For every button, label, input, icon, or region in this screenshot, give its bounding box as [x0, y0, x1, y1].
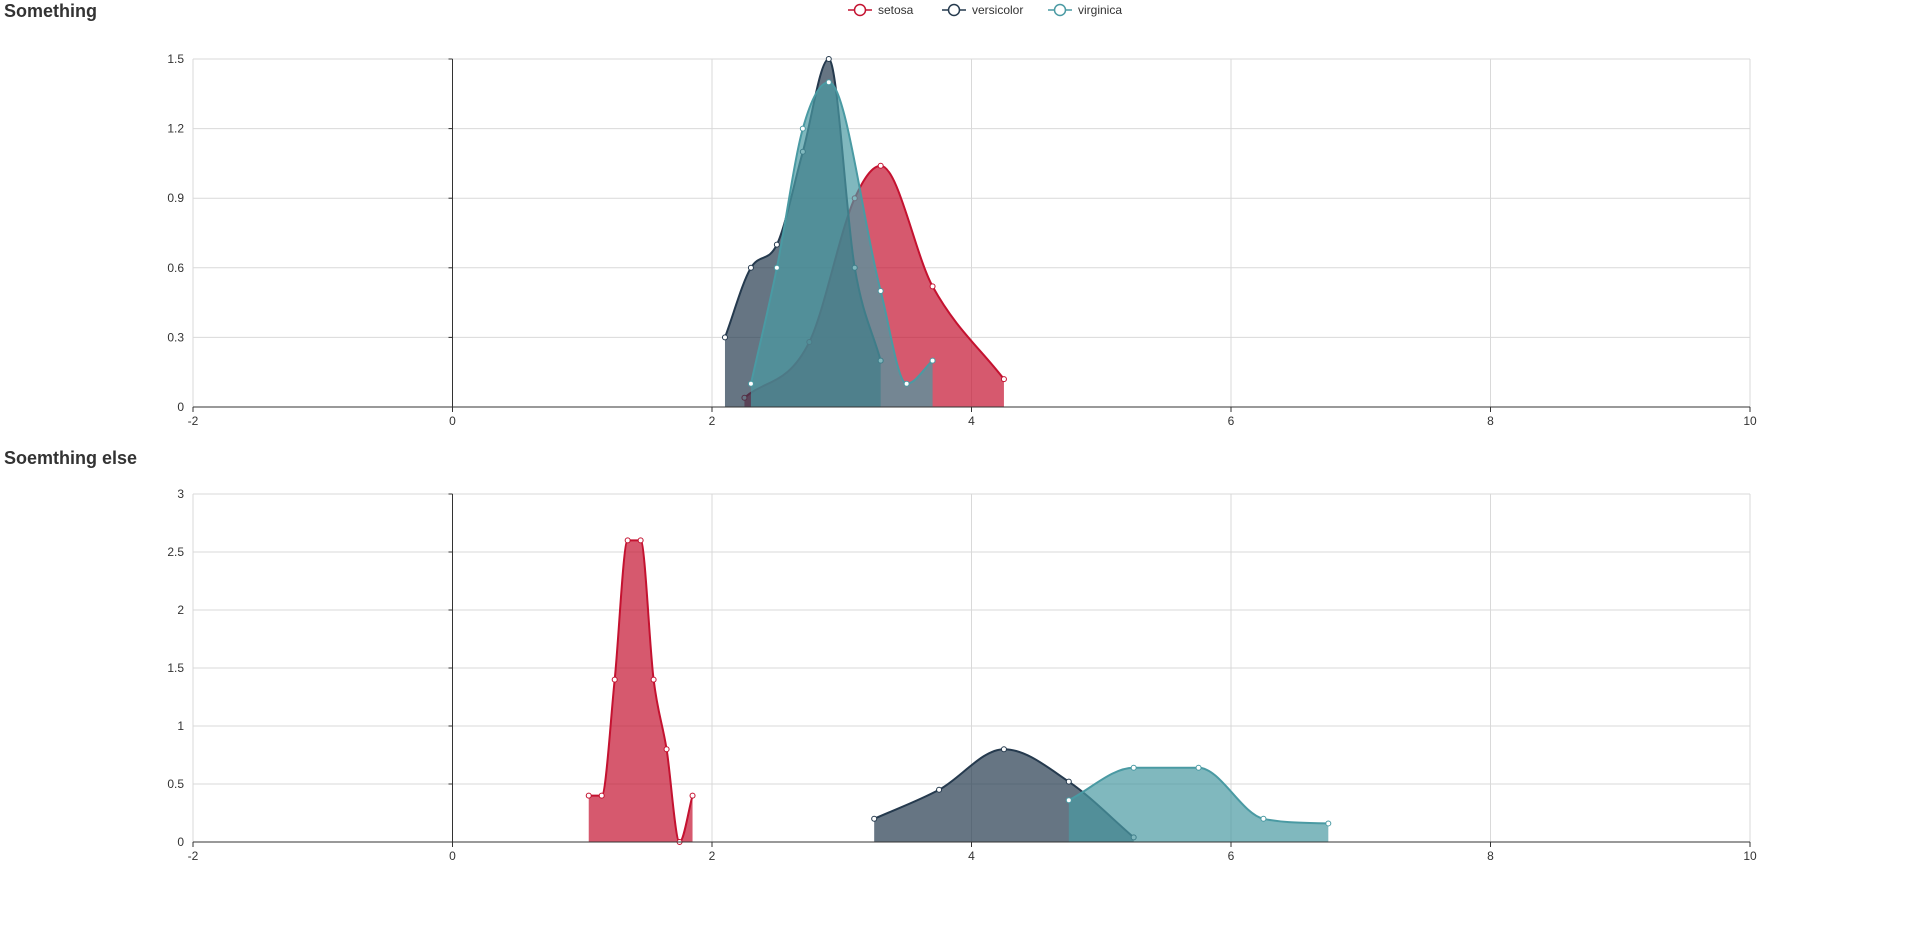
legend-item-versicolor[interactable]: versicolor — [942, 3, 1023, 17]
legend-item-virginica[interactable]: virginica — [1048, 3, 1122, 17]
x-tick-label: 10 — [1743, 414, 1757, 428]
point-setosa[interactable] — [611, 676, 618, 683]
y-tick-label: 1.5 — [167, 52, 184, 66]
x-tick-label: 8 — [1487, 849, 1494, 863]
series-areas — [585, 537, 1332, 845]
point-virginica[interactable] — [877, 288, 884, 294]
point-setosa[interactable] — [598, 792, 605, 799]
chart-legend: setosa versicolor virginica — [0, 0, 1910, 22]
point-setosa[interactable] — [624, 537, 631, 544]
legend-item-setosa[interactable]: setosa — [848, 3, 914, 17]
chart-title-top: Something — [4, 1, 97, 21]
y-tick-label: 0.3 — [167, 330, 184, 344]
y-tick-label: 2.5 — [167, 545, 184, 559]
point-setosa[interactable] — [877, 162, 884, 169]
density-chart-top: -2 0 2 4 6 8 10 0 0.3 0.6 0.9 1.2 1.5 — [167, 52, 1757, 428]
point-virginica[interactable] — [929, 357, 936, 364]
y-tick-label: 1.5 — [167, 661, 184, 675]
x-tick-label: 0 — [449, 414, 456, 428]
point-virginica[interactable] — [773, 264, 780, 271]
axes: -2 0 2 4 6 8 10 0 0.3 0.6 0.9 1.2 1.5 — [167, 52, 1757, 428]
point-virginica[interactable] — [1325, 820, 1332, 827]
y-tick-label: 0.5 — [167, 777, 184, 791]
x-tick-label: 2 — [709, 414, 716, 428]
point-virginica[interactable] — [1260, 815, 1267, 822]
x-tick-label: 10 — [1743, 849, 1757, 863]
x-tick-label: 2 — [709, 849, 716, 863]
point-setosa[interactable] — [1000, 376, 1007, 383]
x-tick-label: 6 — [1228, 414, 1235, 428]
point-setosa[interactable] — [689, 792, 696, 799]
series-areas — [721, 56, 1007, 407]
x-tick-label: -2 — [188, 849, 199, 863]
y-tick-label: 2 — [177, 603, 184, 617]
y-tick-label: 0.6 — [167, 261, 184, 275]
axes: -2 0 2 4 6 8 10 0 0.5 1 1.5 2 2.5 3 — [167, 487, 1757, 863]
density-chart-bottom: -2 0 2 4 6 8 10 0 0.5 1 1.5 2 2.5 3 — [167, 487, 1757, 863]
legend-svg: setosa versicolor virginica — [848, 3, 1122, 17]
legend-marker-virginica — [1053, 3, 1067, 17]
x-tick-label: 4 — [968, 849, 975, 863]
area-setosa — [588, 540, 693, 842]
point-setosa[interactable] — [663, 746, 670, 753]
point-setosa[interactable] — [929, 283, 936, 290]
x-tick-label: 6 — [1228, 849, 1235, 863]
legend-label-versicolor: versicolor — [972, 3, 1023, 17]
area-virginica — [1068, 767, 1329, 842]
point-versicolor[interactable] — [1065, 778, 1072, 785]
x-tick-label: 4 — [968, 414, 975, 428]
point-setosa[interactable] — [637, 537, 644, 544]
point-versicolor[interactable] — [747, 264, 754, 271]
x-tick-label: -2 — [188, 414, 199, 428]
legend-marker-versicolor — [947, 3, 961, 17]
point-versicolor[interactable] — [871, 815, 878, 822]
point-virginica[interactable] — [825, 79, 832, 86]
legend-marker-setosa — [853, 3, 867, 17]
legend-label-setosa: setosa — [878, 3, 914, 17]
y-tick-label: 0 — [177, 835, 184, 849]
point-virginica[interactable] — [747, 380, 754, 387]
x-tick-label: 0 — [449, 849, 456, 863]
point-virginica[interactable] — [799, 125, 806, 132]
point-virginica[interactable] — [1065, 797, 1072, 804]
y-tick-label: 3 — [177, 487, 184, 501]
point-virginica[interactable] — [1130, 764, 1137, 771]
y-tick-label: 0 — [177, 400, 184, 414]
point-versicolor[interactable] — [936, 786, 943, 793]
point-versicolor[interactable] — [825, 56, 832, 62]
legend-label-virginica: virginica — [1078, 3, 1122, 17]
y-tick-label: 1 — [177, 719, 184, 733]
point-setosa[interactable] — [650, 676, 657, 683]
point-virginica[interactable] — [903, 380, 910, 387]
y-tick-label: 1.2 — [167, 122, 184, 136]
point-setosa[interactable] — [585, 792, 592, 799]
x-tick-label: 8 — [1487, 414, 1494, 428]
y-tick-label: 0.9 — [167, 191, 184, 205]
point-versicolor[interactable] — [1000, 746, 1007, 753]
point-versicolor[interactable] — [721, 334, 728, 341]
point-versicolor[interactable] — [773, 241, 780, 248]
chart-title-bottom: Soemthing else — [4, 448, 138, 468]
point-virginica[interactable] — [1195, 764, 1202, 771]
